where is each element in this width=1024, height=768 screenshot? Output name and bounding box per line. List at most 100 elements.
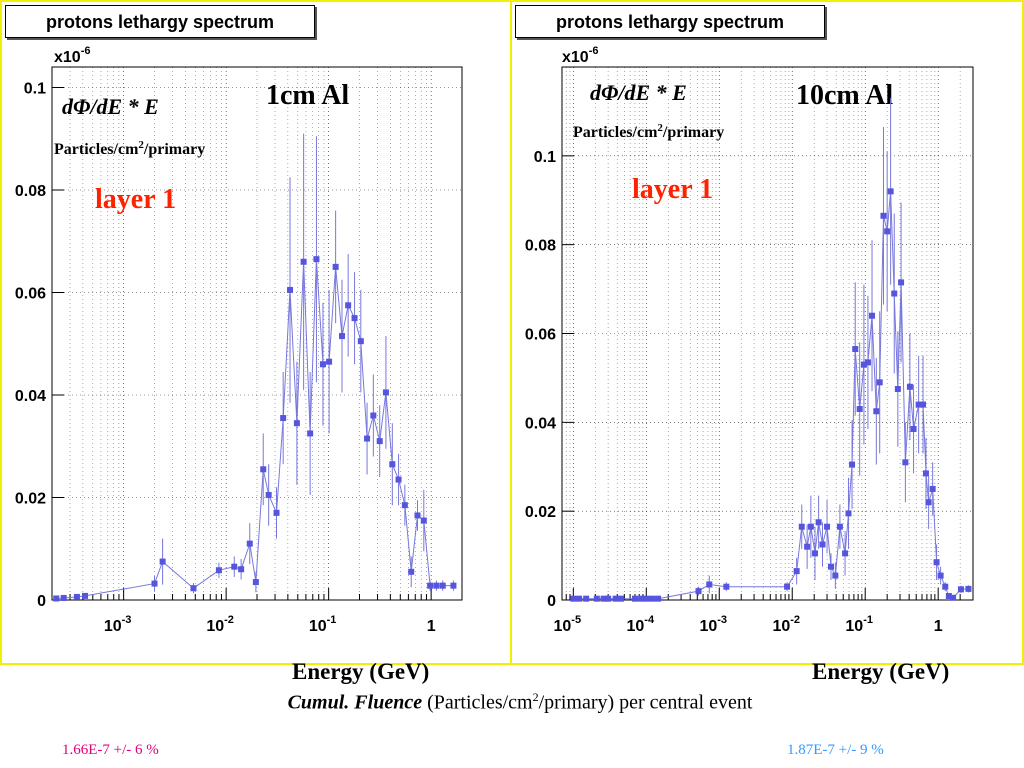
data-point	[828, 563, 835, 570]
data-point	[313, 256, 320, 263]
data-point	[570, 595, 577, 602]
data-point	[357, 338, 364, 345]
fluence-caption: Cumul. Fluence (Particles/cm2/primary) p…	[0, 690, 1024, 715]
data-point	[832, 572, 839, 579]
data-point	[370, 412, 377, 419]
chart-title-right: protons lethargy spectrum	[515, 5, 825, 38]
x-tick-label: 10-2	[772, 614, 800, 635]
caption-bold: Cumul. Fluence	[287, 691, 423, 714]
chart-title-left: protons lethargy spectrum	[5, 5, 315, 38]
y-exponent-label: x10-6	[54, 45, 90, 66]
y-tick-label: 0.1	[534, 149, 556, 166]
data-point	[401, 502, 408, 509]
data-point	[933, 559, 940, 566]
series-line	[573, 191, 969, 600]
plot-frame	[561, 66, 974, 601]
y-tick-label: 0.08	[525, 238, 556, 255]
chart-panel-right: protons lethargy spectrum	[510, 0, 1024, 665]
data-point	[238, 566, 245, 573]
data-point	[332, 263, 339, 270]
chart-panel-left: protons lethargy spectrum	[0, 0, 512, 665]
data-point	[649, 595, 656, 602]
y-tick-label: 0.06	[15, 286, 46, 303]
y-tick-label: 0.02	[525, 504, 556, 521]
data-point	[439, 582, 446, 589]
y-axis-title: dΦ/dE * E	[62, 94, 159, 119]
data-point	[605, 595, 612, 602]
data-point	[414, 512, 421, 519]
data-point	[631, 595, 638, 602]
x-tick-label: 10-4	[626, 614, 654, 635]
data-point	[920, 401, 927, 408]
data-point	[965, 585, 972, 592]
data-point	[845, 510, 852, 517]
x-tick-label: 1	[427, 618, 436, 635]
data-point	[260, 466, 267, 473]
data-point	[638, 595, 645, 602]
y-tick-label: 0.1	[24, 81, 46, 98]
data-point	[915, 401, 922, 408]
data-point	[695, 588, 702, 595]
y-units-label: Particles/cm2/primary	[573, 122, 724, 141]
data-point	[798, 523, 805, 530]
data-point	[420, 517, 427, 524]
caption-text-a: (Particles/cm	[422, 691, 533, 714]
data-point	[450, 582, 457, 589]
data-point	[873, 408, 880, 415]
data-point	[937, 572, 944, 579]
x-tick-label: 10-3	[104, 614, 132, 635]
data-point	[887, 188, 894, 195]
data-point	[876, 379, 883, 386]
data-point	[351, 315, 358, 322]
y-tick-label: 0.04	[15, 388, 46, 405]
data-point	[856, 406, 863, 413]
data-point	[849, 461, 856, 468]
layer-label: layer 1	[632, 174, 713, 205]
data-point	[880, 212, 887, 219]
data-point	[576, 595, 583, 602]
data-point	[280, 415, 287, 422]
data-point	[819, 541, 826, 548]
data-point	[836, 523, 843, 530]
data-point	[382, 389, 389, 396]
data-point	[600, 595, 607, 602]
layer-label: layer 1	[95, 184, 176, 215]
data-point	[307, 430, 314, 437]
data-point	[617, 595, 624, 602]
data-point	[265, 491, 272, 498]
data-point	[852, 346, 859, 353]
data-point	[706, 581, 713, 588]
plot-frame	[51, 66, 463, 601]
data-point	[925, 499, 932, 506]
caption-text-b: /primary) per central event	[538, 691, 753, 714]
data-point	[793, 568, 800, 575]
data-point	[824, 523, 831, 530]
data-point	[929, 485, 936, 492]
x-tick-label: 10-3	[699, 614, 727, 635]
thickness-annotation: 1cm Al	[266, 80, 349, 111]
y-tick-label: 0.04	[525, 415, 556, 432]
x-axis-title-right: Energy (GeV)	[812, 659, 950, 684]
data-point	[73, 593, 80, 600]
data-point	[345, 302, 352, 309]
y-exponent-label: x10-6	[562, 45, 598, 66]
x-axis-title-left: Energy (GeV)	[292, 659, 430, 684]
data-point	[902, 459, 909, 466]
data-point	[842, 550, 849, 557]
y-tick-label: 0	[37, 593, 46, 610]
data-point	[898, 279, 905, 286]
data-point	[583, 595, 590, 602]
series-line	[56, 259, 454, 599]
data-point	[53, 595, 60, 602]
result-right: 1.87E-7 +/- 9 %	[787, 742, 884, 758]
x-tick-label: 10-1	[309, 614, 337, 635]
y-tick-label: 0.08	[15, 183, 46, 200]
caption-sup: 2	[532, 690, 539, 704]
data-point	[190, 585, 197, 592]
data-point	[339, 333, 346, 340]
data-point	[643, 595, 650, 602]
y-tick-label: 0	[547, 593, 556, 610]
data-point	[612, 595, 619, 602]
data-point	[376, 438, 383, 445]
data-point	[942, 583, 949, 590]
